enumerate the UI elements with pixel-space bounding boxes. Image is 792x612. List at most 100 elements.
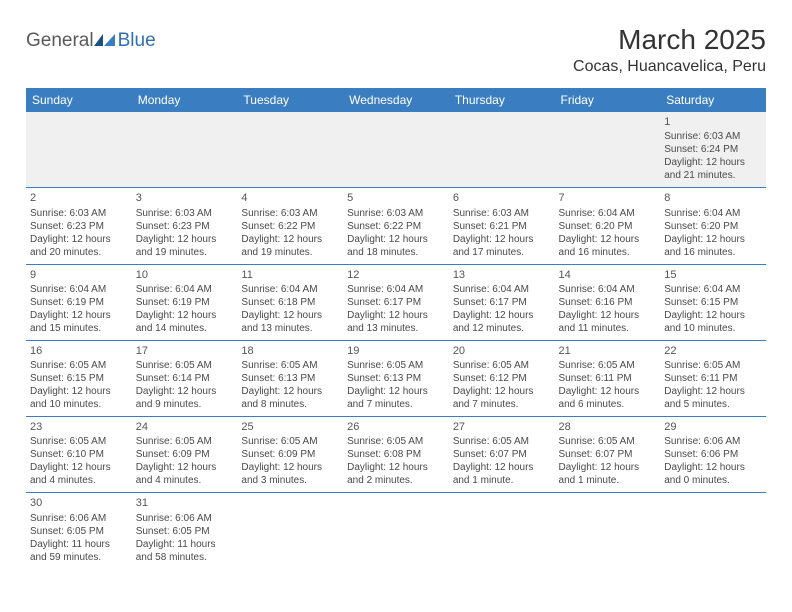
calendar-cell: 30Sunrise: 6:06 AMSunset: 6:05 PMDayligh… [26,493,132,569]
logo-text-general: General [26,30,94,52]
sunset-text: Sunset: 6:24 PM [664,143,762,156]
day2-text: and 9 minutes. [136,398,234,411]
sunrise-text: Sunrise: 6:04 AM [559,283,657,296]
day2-text: and 7 minutes. [347,398,445,411]
sunset-text: Sunset: 6:17 PM [347,296,445,309]
sunrise-text: Sunrise: 6:06 AM [664,435,762,448]
logo-text-blue: Blue [118,30,156,52]
weekday-header: Saturday [660,88,766,112]
day2-text: and 12 minutes. [453,322,551,335]
day2-text: and 13 minutes. [241,322,339,335]
calendar-week: 30Sunrise: 6:06 AMSunset: 6:05 PMDayligh… [26,493,766,569]
day2-text: and 10 minutes. [664,322,762,335]
day1-text: Daylight: 12 hours [30,461,128,474]
calendar-week: 9Sunrise: 6:04 AMSunset: 6:19 PMDaylight… [26,264,766,340]
weekday-header: Thursday [449,88,555,112]
sunrise-text: Sunrise: 6:05 AM [559,359,657,372]
day1-text: Daylight: 12 hours [664,309,762,322]
sunset-text: Sunset: 6:19 PM [30,296,128,309]
day-number: 27 [453,420,551,434]
sunrise-text: Sunrise: 6:05 AM [30,435,128,448]
day-number: 8 [664,191,762,205]
sunset-text: Sunset: 6:06 PM [664,448,762,461]
weekday-row: Sunday Monday Tuesday Wednesday Thursday… [26,88,766,112]
calendar-cell [660,493,766,569]
calendar-week: 23Sunrise: 6:05 AMSunset: 6:10 PMDayligh… [26,417,766,493]
weekday-header: Monday [132,88,238,112]
calendar-cell: 29Sunrise: 6:06 AMSunset: 6:06 PMDayligh… [660,417,766,493]
sunrise-text: Sunrise: 6:05 AM [136,359,234,372]
calendar-cell: 24Sunrise: 6:05 AMSunset: 6:09 PMDayligh… [132,417,238,493]
calendar-cell: 14Sunrise: 6:04 AMSunset: 6:16 PMDayligh… [555,264,661,340]
sunset-text: Sunset: 6:18 PM [241,296,339,309]
day1-text: Daylight: 12 hours [453,461,551,474]
day-number: 23 [30,420,128,434]
sunrise-text: Sunrise: 6:04 AM [30,283,128,296]
calendar-cell: 20Sunrise: 6:05 AMSunset: 6:12 PMDayligh… [449,340,555,416]
day-number: 3 [136,191,234,205]
page: General Blue March 2025 Cocas, Huancavel… [0,0,792,589]
day-number: 9 [30,268,128,282]
calendar-cell: 4Sunrise: 6:03 AMSunset: 6:22 PMDaylight… [237,188,343,264]
day1-text: Daylight: 12 hours [347,233,445,246]
day1-text: Daylight: 12 hours [241,385,339,398]
day-number: 14 [559,268,657,282]
day1-text: Daylight: 12 hours [241,233,339,246]
day1-text: Daylight: 12 hours [453,309,551,322]
sunset-text: Sunset: 6:07 PM [453,448,551,461]
weekday-header: Friday [555,88,661,112]
day-number: 1 [664,115,762,129]
sunset-text: Sunset: 6:11 PM [664,372,762,385]
day1-text: Daylight: 12 hours [136,233,234,246]
logo: General Blue [26,30,156,52]
calendar-cell: 2Sunrise: 6:03 AMSunset: 6:23 PMDaylight… [26,188,132,264]
sunrise-text: Sunrise: 6:05 AM [664,359,762,372]
calendar-cell: 11Sunrise: 6:04 AMSunset: 6:18 PMDayligh… [237,264,343,340]
calendar-cell: 25Sunrise: 6:05 AMSunset: 6:09 PMDayligh… [237,417,343,493]
day-number: 28 [559,420,657,434]
calendar-cell: 16Sunrise: 6:05 AMSunset: 6:15 PMDayligh… [26,340,132,416]
calendar-cell [237,112,343,188]
day1-text: Daylight: 12 hours [664,233,762,246]
calendar-cell [132,112,238,188]
day1-text: Daylight: 12 hours [559,385,657,398]
title-block: March 2025 Cocas, Huancavelica, Peru [573,24,766,76]
calendar-cell: 23Sunrise: 6:05 AMSunset: 6:10 PMDayligh… [26,417,132,493]
calendar-cell [555,112,661,188]
day2-text: and 16 minutes. [664,246,762,259]
sunrise-text: Sunrise: 6:05 AM [30,359,128,372]
calendar-cell: 26Sunrise: 6:05 AMSunset: 6:08 PMDayligh… [343,417,449,493]
sunrise-text: Sunrise: 6:03 AM [136,207,234,220]
day-number: 31 [136,496,234,510]
day-number: 26 [347,420,445,434]
day2-text: and 4 minutes. [136,474,234,487]
sunset-text: Sunset: 6:10 PM [30,448,128,461]
sunset-text: Sunset: 6:12 PM [453,372,551,385]
calendar-week: 2Sunrise: 6:03 AMSunset: 6:23 PMDaylight… [26,188,766,264]
day-number: 5 [347,191,445,205]
sunrise-text: Sunrise: 6:04 AM [664,207,762,220]
sunset-text: Sunset: 6:09 PM [136,448,234,461]
day2-text: and 7 minutes. [453,398,551,411]
calendar-cell: 28Sunrise: 6:05 AMSunset: 6:07 PMDayligh… [555,417,661,493]
calendar-cell: 21Sunrise: 6:05 AMSunset: 6:11 PMDayligh… [555,340,661,416]
calendar-cell: 15Sunrise: 6:04 AMSunset: 6:15 PMDayligh… [660,264,766,340]
sunrise-text: Sunrise: 6:05 AM [136,435,234,448]
location: Cocas, Huancavelica, Peru [573,58,766,76]
day1-text: Daylight: 12 hours [453,385,551,398]
sunrise-text: Sunrise: 6:04 AM [664,283,762,296]
sunrise-text: Sunrise: 6:05 AM [347,359,445,372]
sunrise-text: Sunrise: 6:03 AM [241,207,339,220]
day2-text: and 10 minutes. [30,398,128,411]
day1-text: Daylight: 12 hours [30,233,128,246]
day1-text: Daylight: 12 hours [30,309,128,322]
day2-text: and 0 minutes. [664,474,762,487]
weekday-header: Sunday [26,88,132,112]
sunrise-text: Sunrise: 6:03 AM [664,130,762,143]
day-number: 15 [664,268,762,282]
day-number: 10 [136,268,234,282]
sunrise-text: Sunrise: 6:04 AM [136,283,234,296]
calendar-cell: 8Sunrise: 6:04 AMSunset: 6:20 PMDaylight… [660,188,766,264]
day2-text: and 58 minutes. [136,551,234,564]
calendar-table: Sunday Monday Tuesday Wednesday Thursday… [26,88,766,569]
